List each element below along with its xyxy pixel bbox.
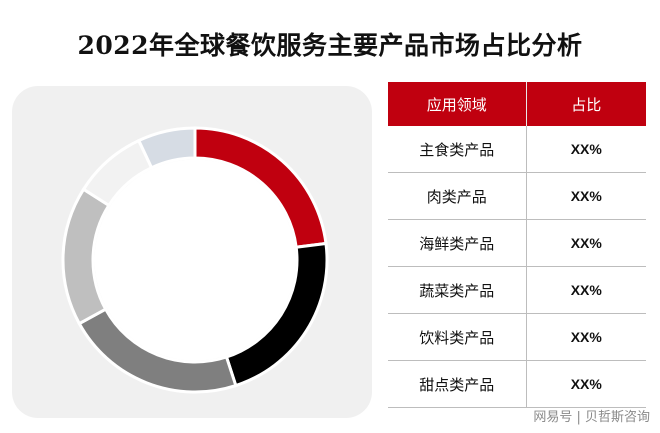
table-row: 主食类产品 XX% bbox=[388, 126, 646, 173]
header-share: 占比 bbox=[526, 82, 646, 126]
chart-title: 2022年全球餐饮服务主要产品市场占比分析 bbox=[77, 31, 583, 60]
share-table-grid: 应用领域 占比 主食类产品 XX% 肉类产品 XX% 海鲜类产品 XX% bbox=[388, 82, 646, 408]
row-value: XX% bbox=[526, 313, 646, 361]
chart-panel bbox=[12, 86, 372, 418]
donut-slice-6 bbox=[136, 126, 197, 170]
row-category: 甜点类产品 bbox=[388, 360, 527, 408]
table-row: 海鲜类产品 XX% bbox=[388, 219, 646, 267]
row-category: 肉类产品 bbox=[388, 172, 527, 220]
table-row: 肉类产品 XX% bbox=[388, 172, 646, 220]
donut-chart bbox=[61, 126, 329, 394]
table-row: 甜点类产品 XX% bbox=[388, 360, 646, 408]
share-table: 应用领域 占比 主食类产品 XX% 肉类产品 XX% 海鲜类产品 XX% bbox=[388, 82, 646, 412]
row-category: 海鲜类产品 bbox=[388, 219, 527, 267]
row-category: 主食类产品 bbox=[388, 126, 527, 173]
row-value: XX% bbox=[526, 219, 646, 267]
row-value: XX% bbox=[526, 126, 646, 173]
table-row: 蔬菜类产品 XX% bbox=[388, 266, 646, 314]
row-value: XX% bbox=[526, 360, 646, 408]
row-value: XX% bbox=[526, 172, 646, 220]
table-header-row: 应用领域 占比 bbox=[388, 82, 646, 126]
donut-hole bbox=[94, 159, 296, 361]
row-category: 蔬菜类产品 bbox=[388, 266, 527, 314]
row-value: XX% bbox=[526, 266, 646, 314]
row-category: 饮料类产品 bbox=[388, 313, 527, 361]
header-category: 应用领域 bbox=[388, 82, 527, 126]
table-row: 饮料类产品 XX% bbox=[388, 313, 646, 361]
watermark: 网易号 | 贝哲斯咨询 bbox=[533, 410, 650, 425]
